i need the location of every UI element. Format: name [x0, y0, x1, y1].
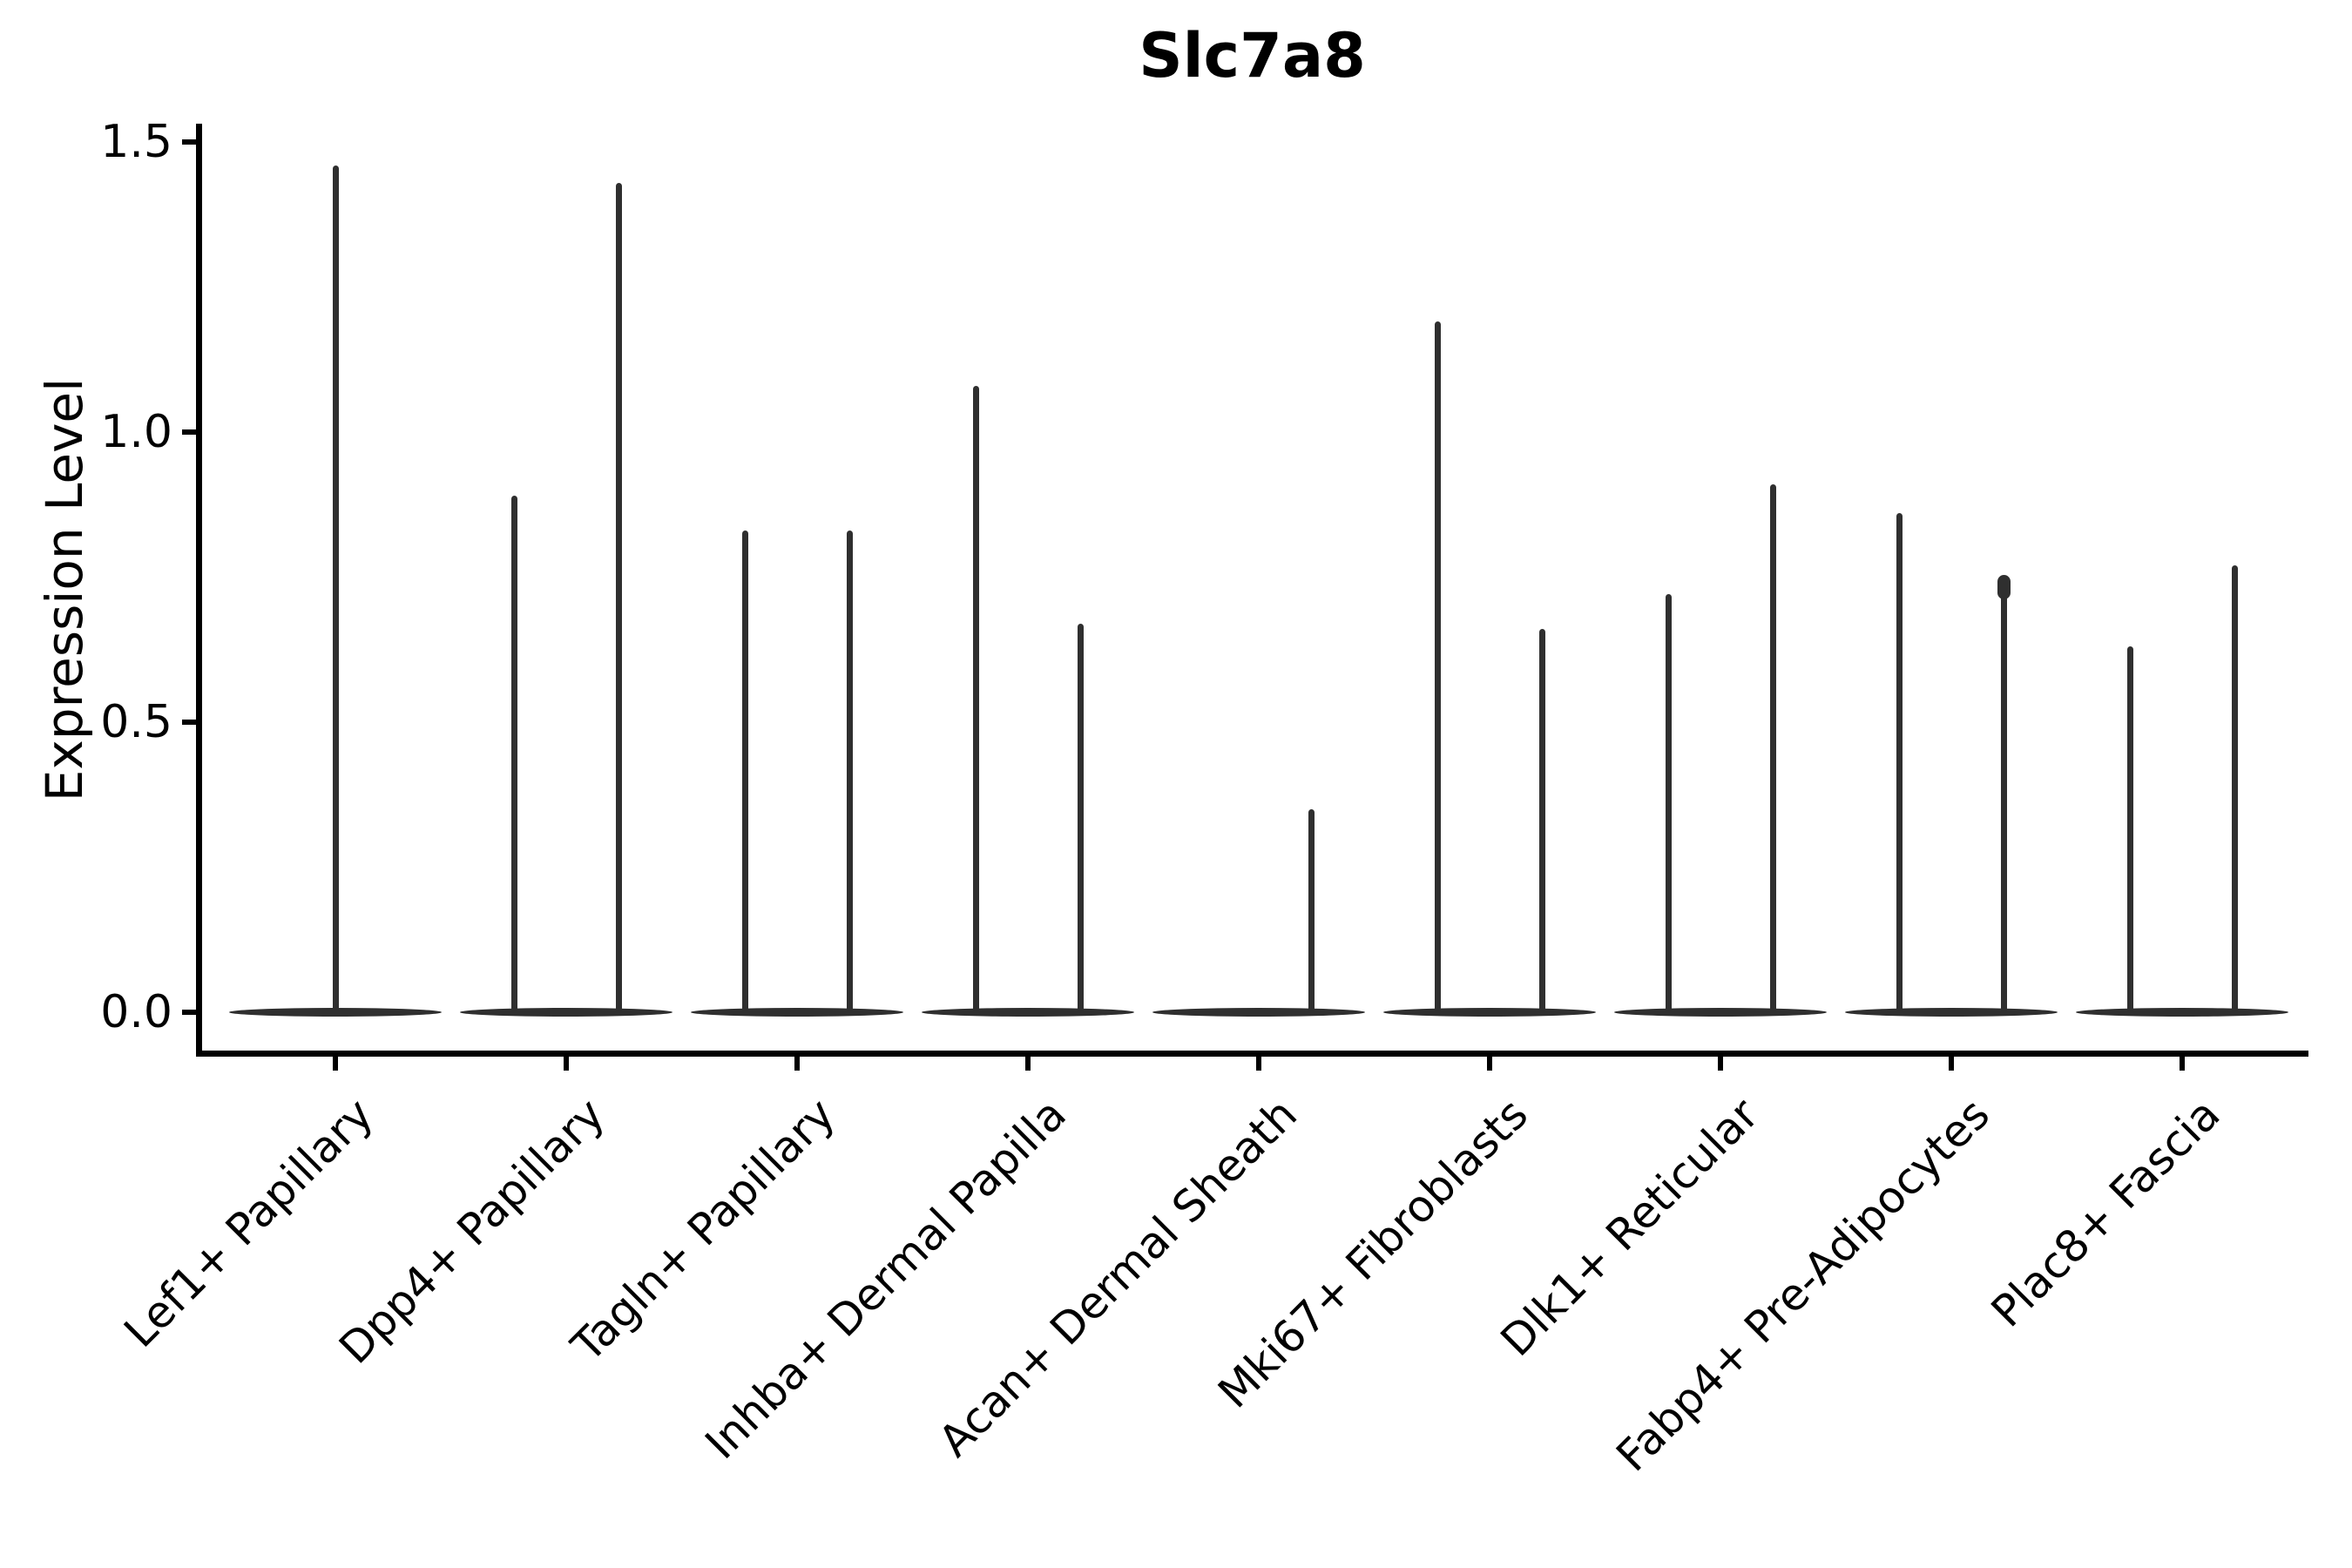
y-tick-mark: [182, 429, 196, 435]
violin-spike: [1434, 321, 1441, 1015]
x-tick-mark: [1949, 1057, 1954, 1071]
violin-spike: [1769, 483, 1776, 1015]
x-tick-mark: [564, 1057, 569, 1071]
x-tick-mark: [1256, 1057, 1261, 1071]
violin-spike: [1896, 513, 1903, 1015]
violin-spike: [2126, 646, 2133, 1015]
x-tick-mark: [794, 1057, 800, 1071]
violin-spike: [846, 531, 853, 1015]
y-tick-mark: [182, 720, 196, 725]
violin-spike: [972, 385, 979, 1015]
y-axis-spine: [196, 124, 202, 1057]
x-tick-mark: [2180, 1057, 2185, 1071]
violin-spike: [1665, 594, 1672, 1015]
x-axis-spine: [196, 1051, 2308, 1057]
violin-spike: [1077, 623, 1084, 1015]
violin-body: [2076, 1008, 2288, 1017]
x-tick-mark: [1025, 1057, 1031, 1071]
violin-spike: [332, 165, 339, 1015]
violin-spike: [2231, 565, 2238, 1015]
violin-spike: [1538, 629, 1545, 1015]
x-tick-label: Plac8+ Fascia: [1982, 1088, 2230, 1337]
violin-body: [1152, 1008, 1365, 1017]
violin-body: [460, 1008, 672, 1017]
y-tick-label: 0.0: [100, 986, 172, 1038]
violin-body: [1845, 1008, 2058, 1017]
violin-body: [1614, 1008, 1827, 1017]
violin-body: [922, 1008, 1134, 1017]
violin-body: [691, 1008, 903, 1017]
violin-spike: [1308, 808, 1315, 1015]
violin-spike: [741, 531, 748, 1015]
x-tick-label: Dlk1+ Reticular: [1490, 1088, 1768, 1367]
x-tick-label: Fabp4+ Pre-Adipocytes: [1606, 1088, 1999, 1482]
x-tick-mark: [1487, 1057, 1492, 1071]
y-tick-label: 1.0: [100, 406, 172, 458]
y-tick-label: 1.5: [100, 116, 172, 168]
y-tick-mark: [182, 1010, 196, 1015]
x-tick-label: Lef1+ Papillary: [114, 1088, 383, 1357]
violin-spike: [2000, 577, 2007, 1015]
violin-spike: [615, 182, 622, 1015]
violin-spike: [510, 496, 517, 1015]
x-tick-mark: [333, 1057, 338, 1071]
violin-body: [1383, 1008, 1596, 1017]
y-tick-mark: [182, 139, 196, 145]
y-tick-label: 0.5: [100, 696, 172, 748]
chart-title: Slc7a8: [1139, 20, 1366, 91]
violin-tip-bulge: [1997, 574, 2011, 599]
x-tick-mark: [1718, 1057, 1723, 1071]
